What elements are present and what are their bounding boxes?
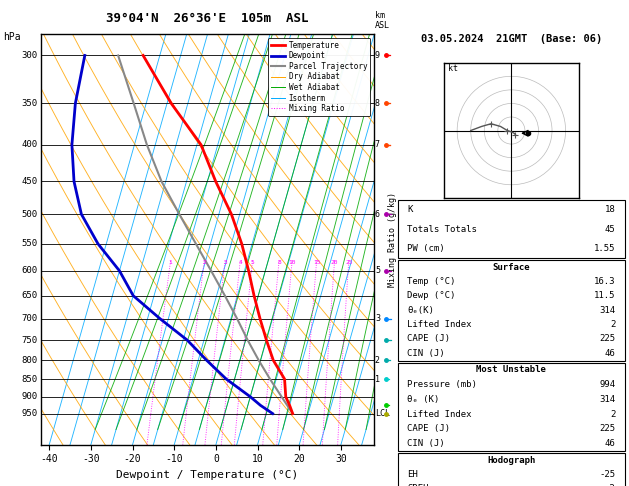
Text: 46: 46 [605, 349, 616, 358]
Text: 3: 3 [375, 314, 380, 323]
Text: θₑ(K): θₑ(K) [407, 306, 434, 315]
Text: 45: 45 [605, 225, 616, 234]
Text: 314: 314 [599, 395, 616, 404]
Text: 8: 8 [277, 260, 281, 265]
Text: 950: 950 [21, 409, 38, 418]
Text: 1: 1 [169, 260, 172, 265]
Text: -25: -25 [599, 470, 616, 479]
Text: 9: 9 [375, 51, 380, 60]
Text: 450: 450 [21, 177, 38, 186]
Text: Mixing Ratio (g/kg): Mixing Ratio (g/kg) [388, 192, 397, 287]
Text: 2: 2 [375, 356, 380, 364]
Text: Lifted Index: Lifted Index [407, 320, 472, 329]
Text: 650: 650 [21, 291, 38, 300]
Text: Most Unstable: Most Unstable [476, 365, 547, 374]
Text: CAPE (J): CAPE (J) [407, 424, 450, 434]
Text: 46: 46 [605, 439, 616, 448]
Text: 11.5: 11.5 [594, 291, 616, 300]
Text: 39°04'N  26°36'E  105m  ASL: 39°04'N 26°36'E 105m ASL [106, 12, 309, 25]
Text: 800: 800 [21, 356, 38, 364]
Text: θₑ (K): θₑ (K) [407, 395, 440, 404]
Text: 850: 850 [21, 375, 38, 383]
Text: Dewp (°C): Dewp (°C) [407, 291, 455, 300]
Text: CIN (J): CIN (J) [407, 439, 445, 448]
Text: 994: 994 [599, 380, 616, 389]
Text: Totals Totals: Totals Totals [407, 225, 477, 234]
Text: Surface: Surface [493, 262, 530, 272]
Text: 16.3: 16.3 [594, 277, 616, 286]
Text: 314: 314 [599, 306, 616, 315]
Text: 2: 2 [610, 410, 616, 418]
Text: 225: 225 [599, 424, 616, 434]
Text: 600: 600 [21, 266, 38, 275]
Text: 8: 8 [375, 99, 380, 108]
Text: LCL: LCL [375, 409, 390, 418]
Text: 400: 400 [21, 140, 38, 149]
Text: 350: 350 [21, 99, 38, 108]
Text: 5: 5 [375, 266, 380, 275]
Text: 1.55: 1.55 [594, 244, 616, 253]
Text: PW (cm): PW (cm) [407, 244, 445, 253]
Text: 03.05.2024  21GMT  (Base: 06): 03.05.2024 21GMT (Base: 06) [421, 34, 602, 44]
Text: 225: 225 [599, 334, 616, 344]
Text: 6: 6 [375, 209, 380, 219]
Text: 5: 5 [251, 260, 254, 265]
Text: 20: 20 [331, 260, 338, 265]
Text: K: K [407, 206, 413, 214]
Text: 750: 750 [21, 336, 38, 345]
Text: 3: 3 [223, 260, 227, 265]
Bar [398, 363, 625, 451]
Text: CAPE (J): CAPE (J) [407, 334, 450, 344]
Text: 18: 18 [605, 206, 616, 214]
X-axis label: Dewpoint / Temperature (°C): Dewpoint / Temperature (°C) [116, 470, 299, 480]
Text: CIN (J): CIN (J) [407, 349, 445, 358]
Bar [398, 453, 625, 486]
Text: kt: kt [448, 64, 458, 73]
Text: -2: -2 [605, 485, 616, 486]
Text: 700: 700 [21, 314, 38, 323]
Text: SREH: SREH [407, 485, 429, 486]
Text: 15: 15 [313, 260, 320, 265]
Legend: Temperature, Dewpoint, Parcel Trajectory, Dry Adiabat, Wet Adiabat, Isotherm, Mi: Temperature, Dewpoint, Parcel Trajectory… [268, 38, 370, 116]
Text: 300: 300 [21, 51, 38, 60]
Text: 2: 2 [610, 320, 616, 329]
Text: 1: 1 [375, 375, 380, 383]
Text: Temp (°C): Temp (°C) [407, 277, 455, 286]
Text: Lifted Index: Lifted Index [407, 410, 472, 418]
Text: 10: 10 [289, 260, 296, 265]
Text: Hodograph: Hodograph [487, 455, 535, 465]
Text: 25: 25 [345, 260, 353, 265]
Text: hPa: hPa [3, 32, 21, 42]
Bar [398, 260, 625, 361]
Text: 550: 550 [21, 239, 38, 248]
Text: 7: 7 [375, 140, 380, 149]
Text: km
ASL: km ASL [375, 11, 390, 30]
Text: 2: 2 [203, 260, 206, 265]
Bar [398, 200, 625, 258]
Text: 900: 900 [21, 392, 38, 401]
Text: Pressure (mb): Pressure (mb) [407, 380, 477, 389]
Text: EH: EH [407, 470, 418, 479]
Text: 4: 4 [238, 260, 242, 265]
Text: 500: 500 [21, 209, 38, 219]
